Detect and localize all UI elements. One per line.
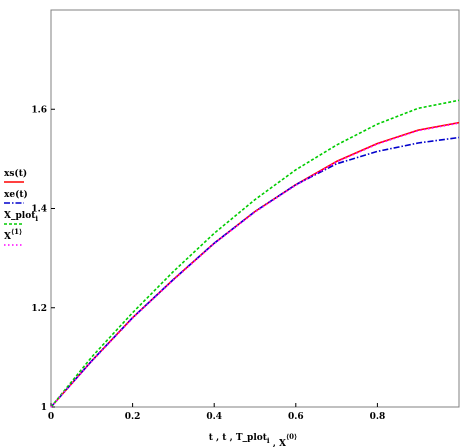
- series-line-1: [50, 121, 460, 408]
- x-tick-label: 0.8: [370, 412, 386, 422]
- legend-label-2: xe(t): [4, 189, 28, 200]
- series-lines: [50, 99, 460, 408]
- legend-label-4: X⟨1⟩: [4, 227, 22, 242]
- series-line-3: [50, 99, 460, 408]
- series-line-4: [50, 122, 460, 408]
- x-tick-label: 0.2: [125, 412, 141, 422]
- legend: xs(t) xe(t) X_ploti X⟨1⟩: [4, 168, 38, 246]
- legend-label-1: xs(t): [4, 168, 27, 179]
- plot-frame: [50, 9, 460, 408]
- y-tick-label: 1: [41, 403, 47, 413]
- axis-ticks: 0 0.2 0.4 0.6 0.8 1 1.2 1.4 1.6: [31, 105, 385, 422]
- x-tick-label: 0: [48, 412, 54, 422]
- series-line-2: [50, 136, 460, 408]
- x-axis-label: t , t , T_ploti , X⟨0⟩: [209, 432, 298, 447]
- y-tick-label: 1.6: [31, 105, 47, 115]
- x-tick-label: 0.4: [206, 412, 222, 422]
- x-tick-label: 0.6: [288, 412, 304, 422]
- y-tick-label: 1.4: [31, 205, 47, 215]
- legend-label-3: X_ploti: [4, 211, 38, 223]
- y-tick-label: 1.2: [31, 304, 47, 314]
